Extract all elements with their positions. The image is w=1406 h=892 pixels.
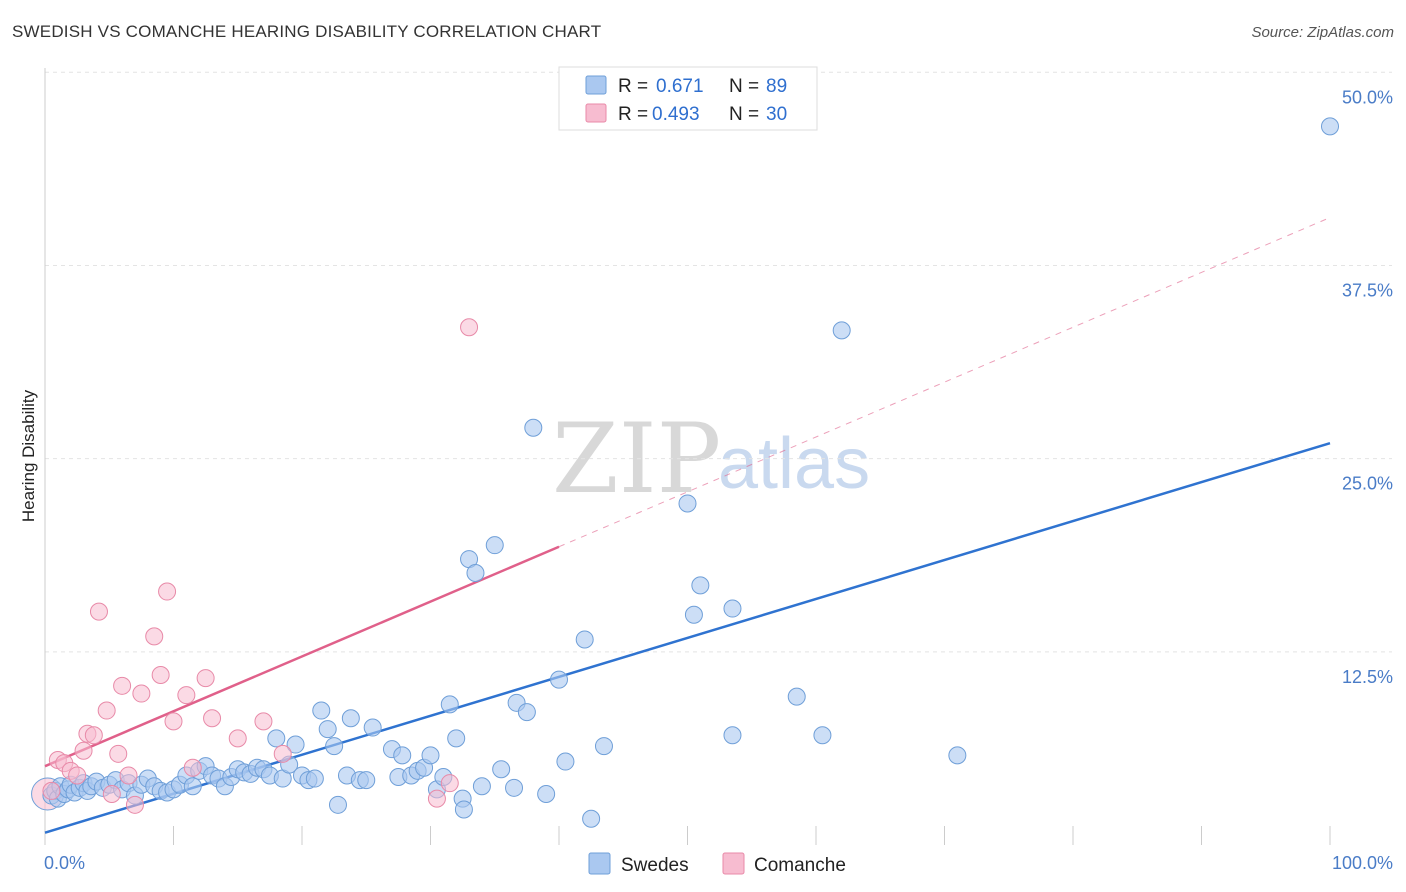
- legend: R = 0.671 N = 89 R = 0.493 N = 30: [558, 66, 818, 131]
- point-comanche: [84, 726, 103, 745]
- point-swedes: [582, 809, 601, 828]
- legend-swatch-swedes: [585, 75, 607, 95]
- point-swedes: [517, 703, 536, 722]
- trend-line-comanche: [44, 545, 560, 768]
- point-swedes: [267, 729, 286, 748]
- point-swedes: [447, 729, 466, 748]
- point-swedes: [421, 746, 440, 765]
- point-swedes: [691, 576, 710, 595]
- legend-r-value-swedes: 0.671: [656, 76, 704, 97]
- point-swedes: [440, 695, 459, 714]
- point-swedes: [813, 726, 832, 745]
- point-swedes: [832, 321, 851, 340]
- y-tick-label: 25.0%: [1342, 474, 1393, 494]
- point-comanche: [196, 669, 215, 688]
- point-swedes: [318, 720, 337, 739]
- y-tick-label: 37.5%: [1342, 280, 1393, 300]
- chart-source: Source: ZipAtlas.com: [1251, 24, 1394, 41]
- legend-n-label-comanche: N =: [729, 104, 759, 125]
- point-comanche: [164, 712, 183, 731]
- point-swedes: [948, 746, 967, 765]
- point-swedes: [341, 709, 360, 728]
- point-comanche: [74, 741, 93, 760]
- y-tick-label: 12.5%: [1342, 667, 1393, 687]
- point-comanche: [158, 582, 177, 601]
- point-swedes: [472, 777, 491, 796]
- point-swedes: [723, 726, 742, 745]
- point-swedes: [286, 735, 305, 754]
- point-swedes: [357, 771, 376, 790]
- legend-r-label-comanche: R =: [618, 104, 648, 125]
- point-swedes: [466, 564, 485, 582]
- bottom-legend-label-comanche: Comanche: [754, 855, 846, 876]
- trend-line-comanche-extension: [558, 217, 1331, 548]
- point-comanche: [145, 627, 164, 646]
- point-comanche: [42, 781, 61, 800]
- legend-n-label-swedes: N =: [729, 76, 759, 97]
- point-swedes: [485, 536, 504, 555]
- bottom-legend-swatch-comanche: [722, 852, 745, 875]
- point-swedes: [723, 599, 742, 618]
- y-axis-label: Hearing Disability: [19, 389, 38, 522]
- point-comanche: [203, 709, 222, 728]
- point-swedes: [537, 785, 556, 803]
- point-swedes: [454, 800, 473, 819]
- data-points: [31, 117, 1339, 828]
- point-swedes: [575, 630, 594, 649]
- legend-swatch-comanche: [585, 103, 607, 123]
- point-comanche: [151, 666, 170, 684]
- point-comanche: [254, 712, 273, 731]
- point-comanche: [460, 318, 479, 337]
- point-swedes: [678, 494, 697, 513]
- axes: 12.5% 25.0% 37.5% 50.0% 0.0% 100.0%: [44, 68, 1393, 873]
- point-swedes: [505, 778, 524, 797]
- point-comanche: [89, 602, 108, 621]
- point-comanche: [113, 676, 132, 695]
- watermark-atlas: atlas: [718, 424, 870, 504]
- x-tick-label: 100.0%: [1332, 853, 1393, 873]
- point-swedes: [363, 718, 382, 737]
- point-comanche: [125, 795, 144, 814]
- point-swedes: [524, 418, 543, 437]
- legend-n-value-swedes: 89: [766, 76, 787, 97]
- point-swedes: [305, 769, 324, 788]
- point-comanche: [440, 774, 459, 793]
- grid: [45, 71, 1392, 653]
- point-swedes: [492, 760, 511, 779]
- legend-r-label-swedes: R =: [618, 76, 648, 97]
- point-swedes: [1321, 117, 1339, 136]
- point-swedes: [556, 752, 575, 771]
- point-swedes: [325, 737, 344, 756]
- legend-r-value-comanche: 0.493: [652, 104, 700, 125]
- point-swedes: [328, 795, 347, 814]
- point-comanche: [183, 758, 202, 777]
- point-comanche: [119, 766, 138, 785]
- legend-n-value-comanche: 30: [766, 104, 787, 125]
- point-comanche: [109, 744, 128, 763]
- point-comanche: [228, 729, 247, 748]
- point-swedes: [684, 605, 703, 624]
- bottom-legend-swatch-swedes: [588, 852, 611, 875]
- point-swedes: [312, 701, 331, 720]
- chart-title: SWEDISH VS COMANCHE HEARING DISABILITY C…: [12, 22, 602, 41]
- point-comanche: [427, 789, 446, 808]
- point-swedes: [787, 687, 806, 706]
- point-comanche: [102, 785, 121, 803]
- point-comanche: [177, 686, 196, 705]
- point-swedes: [393, 746, 412, 765]
- bottom-legend-label-swedes: Swedes: [621, 855, 689, 876]
- point-comanche: [68, 766, 87, 785]
- bottom-legend: Swedes Comanche: [588, 852, 846, 876]
- y-tick-label: 50.0%: [1342, 87, 1393, 107]
- point-swedes: [550, 670, 568, 689]
- point-comanche: [132, 684, 151, 703]
- x-tick-label: 0.0%: [44, 853, 85, 873]
- point-swedes: [594, 737, 613, 756]
- point-comanche: [273, 744, 292, 763]
- point-comanche: [97, 701, 116, 720]
- point-swedes: [183, 777, 202, 796]
